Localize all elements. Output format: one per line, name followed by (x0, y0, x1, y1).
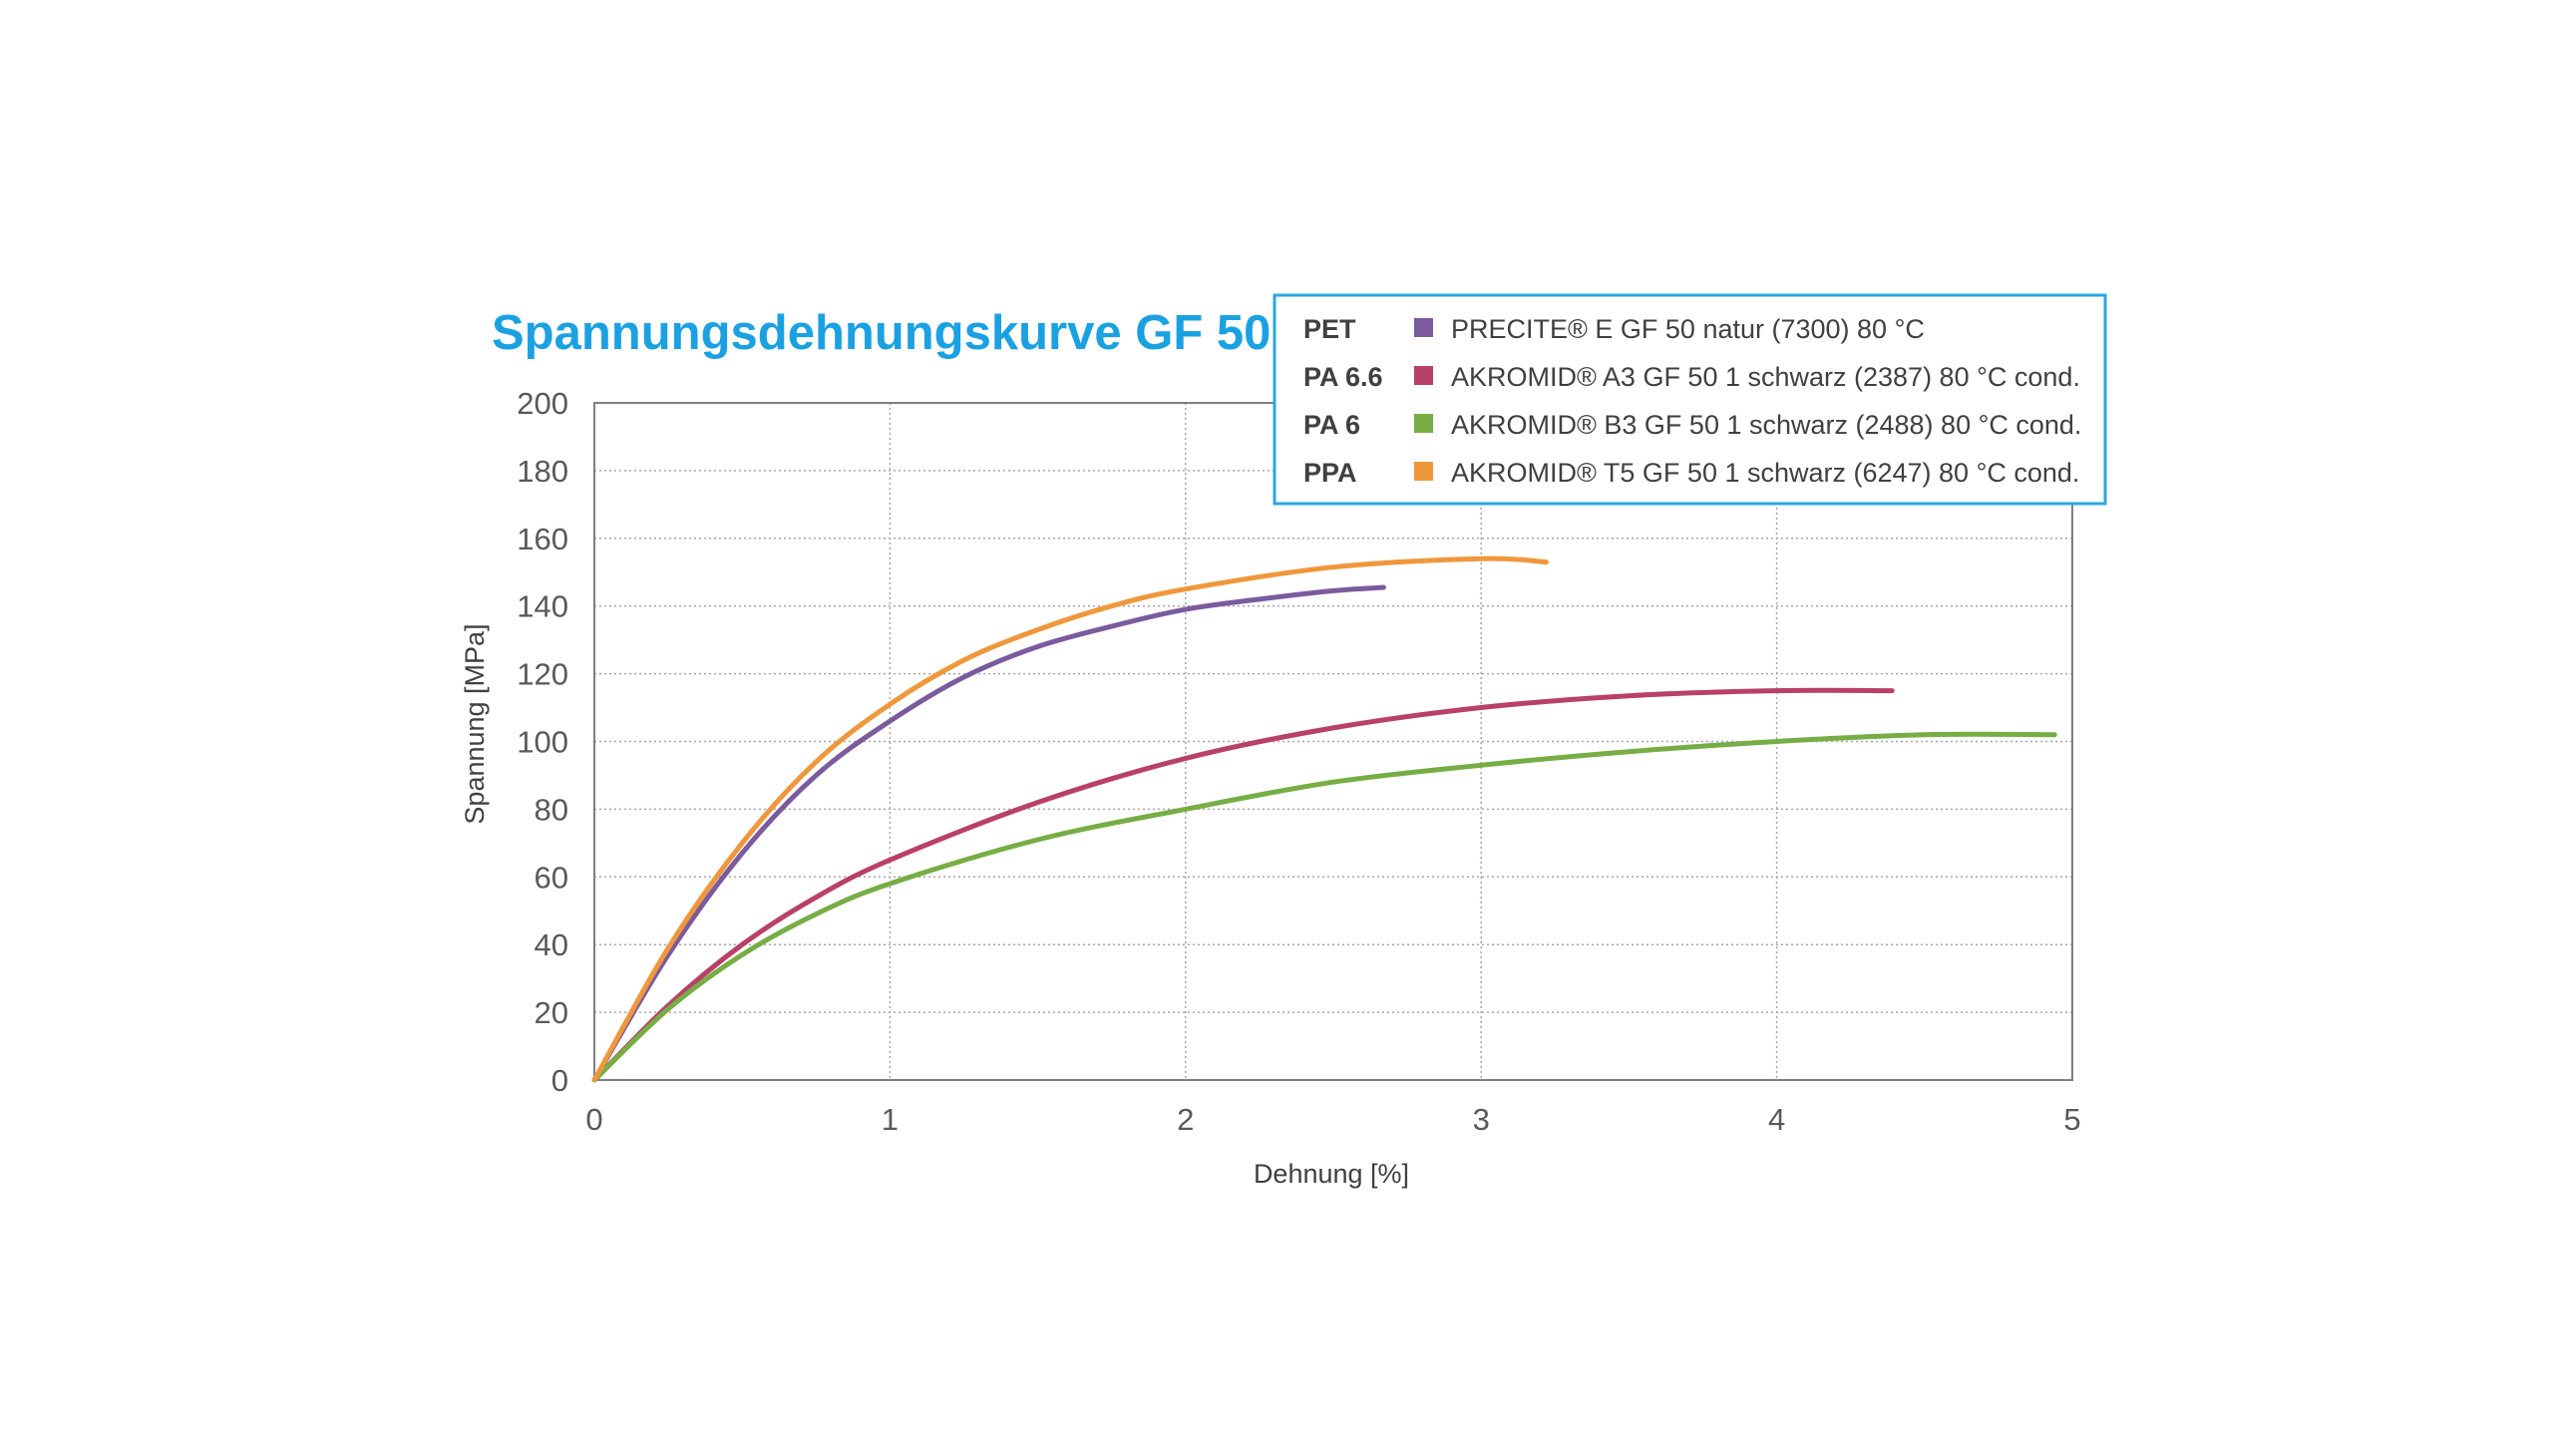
legend-label-pa-6: AKROMID® B3 GF 50 1 schwarz (2488) 80 °C… (1451, 410, 2081, 440)
series-lines (591, 555, 2057, 1083)
x-tick-label: 1 (882, 1102, 899, 1137)
series-line-pet (591, 584, 1386, 1083)
legend-abbr-pa-6: PA 6 (1303, 410, 1360, 440)
y-axis-label: Spannung [MPa] (460, 623, 490, 824)
legend-box (1273, 293, 2107, 506)
legend-swatch-pa-6 (1414, 414, 1433, 433)
y-tick-label: 100 (517, 725, 568, 760)
legend-abbr-ppa: PPA (1303, 458, 1357, 488)
x-tick-label: 5 (2063, 1102, 2080, 1137)
y-tick-labels: 0 20 40 60 80 100 120 140 160 180 200 (517, 386, 568, 1098)
legend-label-pet: PRECITE® E GF 50 natur (7300) 80 °C (1451, 314, 1925, 344)
y-tick-label: 80 (535, 792, 568, 827)
x-tick-labels: 0 1 2 3 4 5 (585, 1102, 2080, 1137)
legend-swatch-ppa (1414, 462, 1433, 481)
series-line-pa-6-6 (591, 687, 1895, 1083)
y-tick-label: 60 (535, 860, 568, 895)
chart-title: Spannungsdehnungskurve GF 50 (492, 306, 1271, 360)
legend-swatch-pet (1414, 318, 1433, 337)
y-tick-label: 120 (517, 657, 568, 692)
y-tick-label: 160 (517, 522, 568, 556)
x-tick-label: 2 (1177, 1102, 1194, 1137)
y-tick-label: 0 (551, 1063, 568, 1098)
x-tick-label: 0 (585, 1102, 602, 1137)
y-tick-label: 20 (535, 995, 568, 1030)
series-line-ppa (591, 555, 1549, 1083)
legend: PET PRECITE® E GF 50 natur (7300) 80 °C PA… (1273, 293, 2107, 506)
y-tick-label: 40 (535, 927, 568, 962)
x-axis-label: Dehnung [%] (1254, 1159, 1409, 1189)
legend-swatch-pa-6-6 (1414, 366, 1433, 385)
legend-abbr-pa-6-6: PA 6.6 (1303, 362, 1383, 392)
legend-label-ppa: AKROMID® T5 GF 50 1 schwarz (6247) 80 °C… (1451, 458, 2079, 488)
legend-abbr-pet: PET (1303, 314, 1356, 344)
x-tick-label: 3 (1473, 1102, 1490, 1137)
y-tick-label: 200 (517, 386, 568, 421)
x-tick-label: 4 (1768, 1102, 1785, 1137)
legend-label-pa-6-6: AKROMID® A3 GF 50 1 schwarz (2387) 80 °C… (1451, 362, 2080, 392)
y-tick-label: 180 (517, 454, 568, 489)
y-tick-label: 140 (517, 589, 568, 624)
legend-rows: PET PRECITE® E GF 50 natur (7300) 80 °C PA… (1303, 314, 2081, 488)
series-line-pa-6 (591, 731, 2057, 1083)
